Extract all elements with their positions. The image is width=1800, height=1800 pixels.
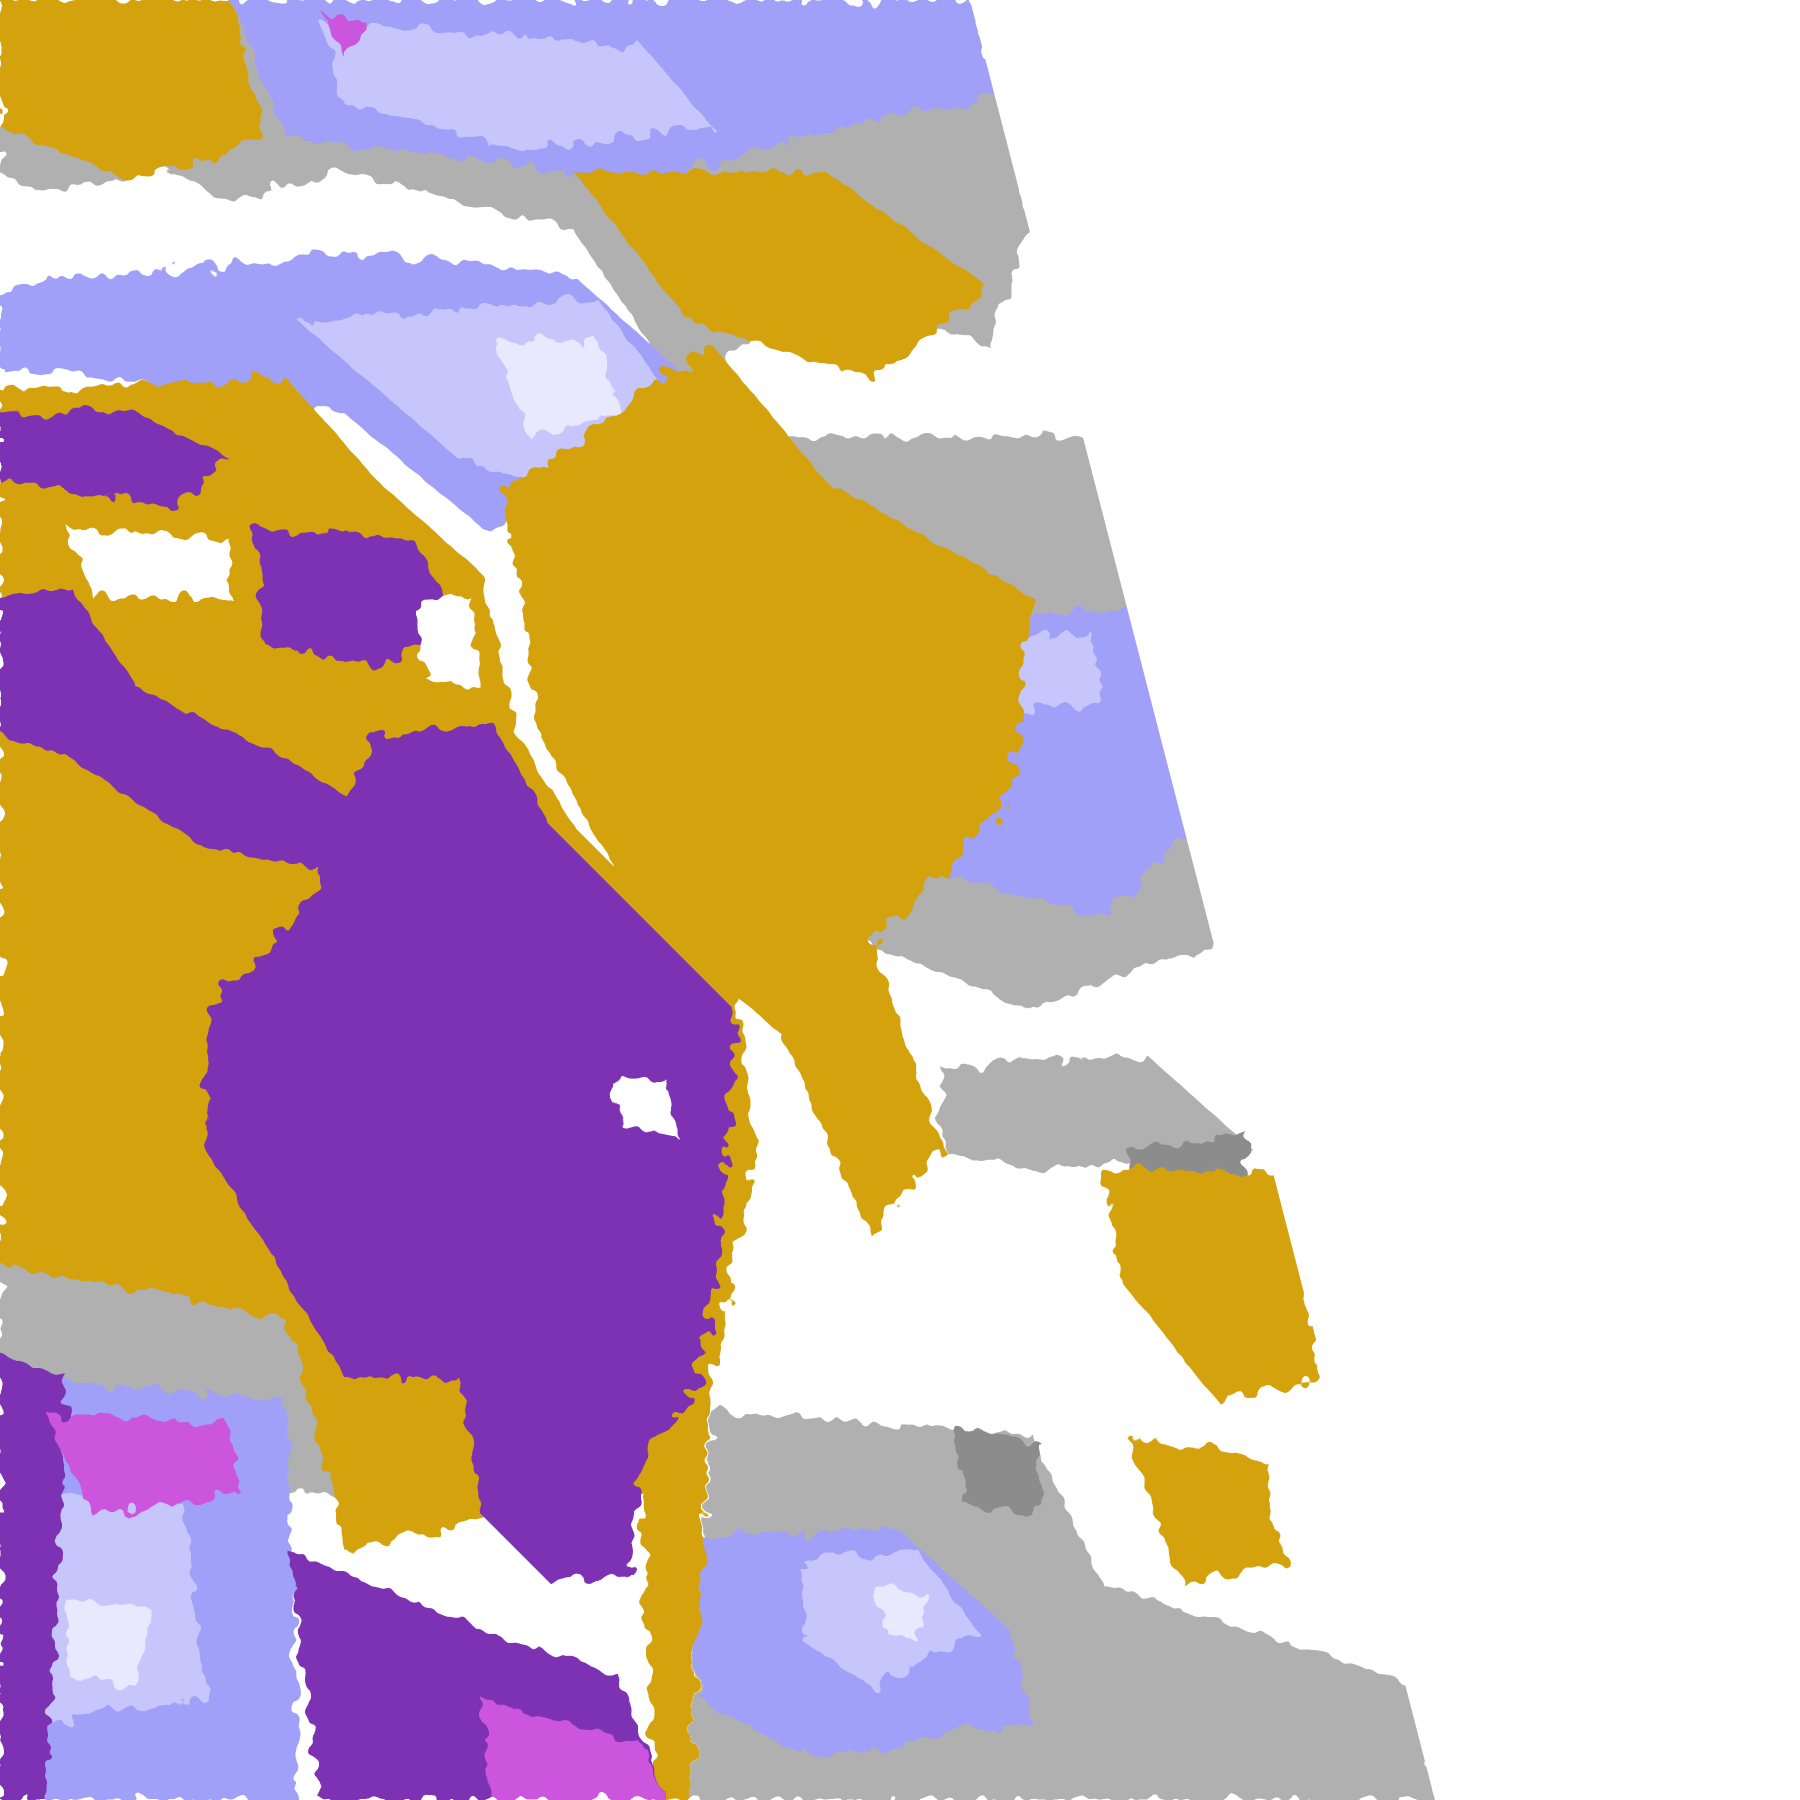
clear-sky-gaps: [0, 172, 1148, 1424]
swath-layer: [0, 0, 1435, 1800]
pale-lavender-cloud-layer: [68, 338, 930, 1688]
purple-cloud-layer: [0, 413, 735, 1800]
magenta-cloud-layer: [45, 11, 666, 1800]
